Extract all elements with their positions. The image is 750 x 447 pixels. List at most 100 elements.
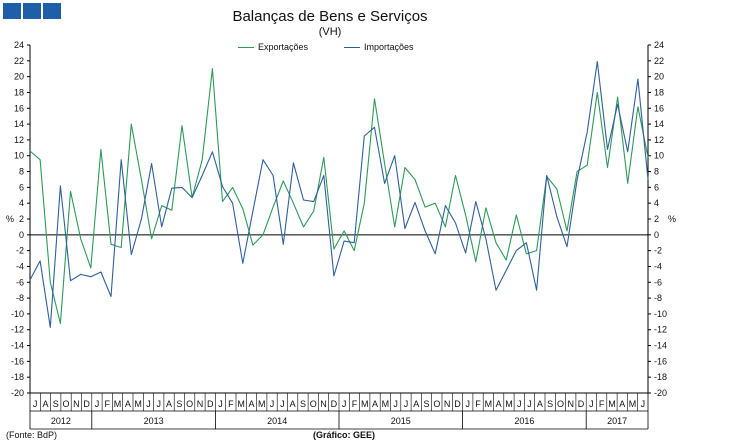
y-tick-label-right: -20 [654, 388, 667, 398]
y-tick-label-left: 18 [14, 87, 24, 97]
y-tick-label-right: 12 [654, 135, 664, 145]
credit-note: (Gráfico: GEE) [313, 430, 376, 440]
month-label: J [342, 399, 347, 409]
logo-block [43, 3, 61, 19]
month-label: J [527, 399, 532, 409]
month-label: O [557, 399, 564, 409]
y-tick-label-right: -14 [654, 341, 667, 351]
y-tick-label-right: -8 [654, 293, 662, 303]
month-label: J [589, 399, 594, 409]
logo-block [3, 3, 21, 19]
month-label: M [629, 399, 637, 409]
y-tick-label-right: 16 [654, 103, 664, 113]
month-label: D [207, 399, 214, 409]
month-label: D [454, 399, 461, 409]
y-tick-label-right: 14 [654, 119, 664, 129]
y-tick-label-left: 22 [14, 56, 24, 66]
month-label: S [424, 399, 430, 409]
y-tick-label-right: 22 [654, 56, 664, 66]
y-tick-label-left: 12 [14, 135, 24, 145]
y-tick-label-left: 20 [14, 72, 24, 82]
month-label: N [197, 399, 204, 409]
y-tick-label-right: 8 [654, 167, 659, 177]
y-tick-label-left: 2 [19, 214, 24, 224]
month-label: O [186, 399, 193, 409]
y-tick-label-left: 24 [14, 40, 24, 50]
month-label: N [568, 399, 575, 409]
month-label: A [537, 399, 543, 409]
y-tick-label-left: -2 [16, 246, 24, 256]
year-label: 2017 [607, 416, 627, 426]
y-tick-label-left: -10 [11, 309, 24, 319]
legend-swatch-importacoes [344, 46, 361, 48]
month-label: O [63, 399, 70, 409]
y-tick-label-left: -4 [16, 261, 24, 271]
legend-label-exportacoes: Exportações [258, 42, 309, 52]
y-tick-label-left: 4 [19, 198, 24, 208]
y-tick-label-left: -20 [11, 388, 24, 398]
year-label: 2016 [514, 416, 534, 426]
legend-swatch-exportacoes [238, 46, 254, 48]
year-label: 2013 [144, 416, 164, 426]
y-tick-label-left: 10 [14, 151, 24, 161]
month-label: S [547, 399, 553, 409]
y-tick-label-left: 14 [14, 119, 24, 129]
y-tick-label-left: 6 [19, 182, 24, 192]
month-label: M [382, 399, 390, 409]
legend-item-importacoes: Importações [344, 42, 414, 52]
y-tick-label-right: 24 [654, 40, 664, 50]
y-tick-label-left: 0 [19, 230, 24, 240]
y-tick-label-left: -16 [11, 356, 24, 366]
y-tick-label-left: 8 [19, 167, 24, 177]
y-axis-label-right: % [668, 214, 676, 224]
month-label: J [517, 399, 522, 409]
y-tick-label-left: -18 [11, 372, 24, 382]
month-label: M [485, 399, 493, 409]
month-label: A [413, 399, 419, 409]
y-tick-label-left: 16 [14, 103, 24, 113]
logo-block [23, 3, 41, 19]
month-label: A [42, 399, 48, 409]
y-tick-label-right: -2 [654, 246, 662, 256]
y-tick-label-right: -6 [654, 277, 662, 287]
month-label: D [331, 399, 338, 409]
month-label: J [404, 399, 409, 409]
y-tick-label-right: 6 [654, 182, 659, 192]
month-label: A [619, 399, 625, 409]
month-label: J [641, 399, 646, 409]
month-label: N [444, 399, 451, 409]
y-tick-label-right: 20 [654, 72, 664, 82]
month-label: M [361, 399, 369, 409]
month-label: S [53, 399, 59, 409]
y-tick-label-right: 0 [654, 230, 659, 240]
month-label: J [95, 399, 100, 409]
chart-legend: Exportações Importações [238, 42, 414, 52]
month-label: J [270, 399, 275, 409]
month-label: N [73, 399, 80, 409]
y-tick-label-right: -16 [654, 356, 667, 366]
y-tick-label-right: 2 [654, 214, 659, 224]
month-label: D [578, 399, 585, 409]
month-label: J [157, 399, 162, 409]
series-line-exportacoes [29, 68, 649, 324]
month-label: M [114, 399, 122, 409]
y-tick-label-right: 18 [654, 87, 664, 97]
month-label: M [505, 399, 513, 409]
month-label: J [466, 399, 471, 409]
y-tick-label-left: -14 [11, 341, 24, 351]
month-label: A [248, 399, 254, 409]
month-label: J [146, 399, 151, 409]
month-label: J [33, 399, 38, 409]
legend-label-importacoes: Importações [364, 42, 414, 52]
month-label: M [258, 399, 266, 409]
y-tick-label-left: -12 [11, 325, 24, 335]
month-label: F [228, 399, 234, 409]
month-label: J [218, 399, 223, 409]
month-label: J [280, 399, 285, 409]
chart-title: Balanças de Bens e Serviços [232, 8, 428, 25]
logo [3, 3, 61, 19]
year-label: 2012 [51, 416, 71, 426]
month-label: S [176, 399, 182, 409]
month-label: A [125, 399, 131, 409]
